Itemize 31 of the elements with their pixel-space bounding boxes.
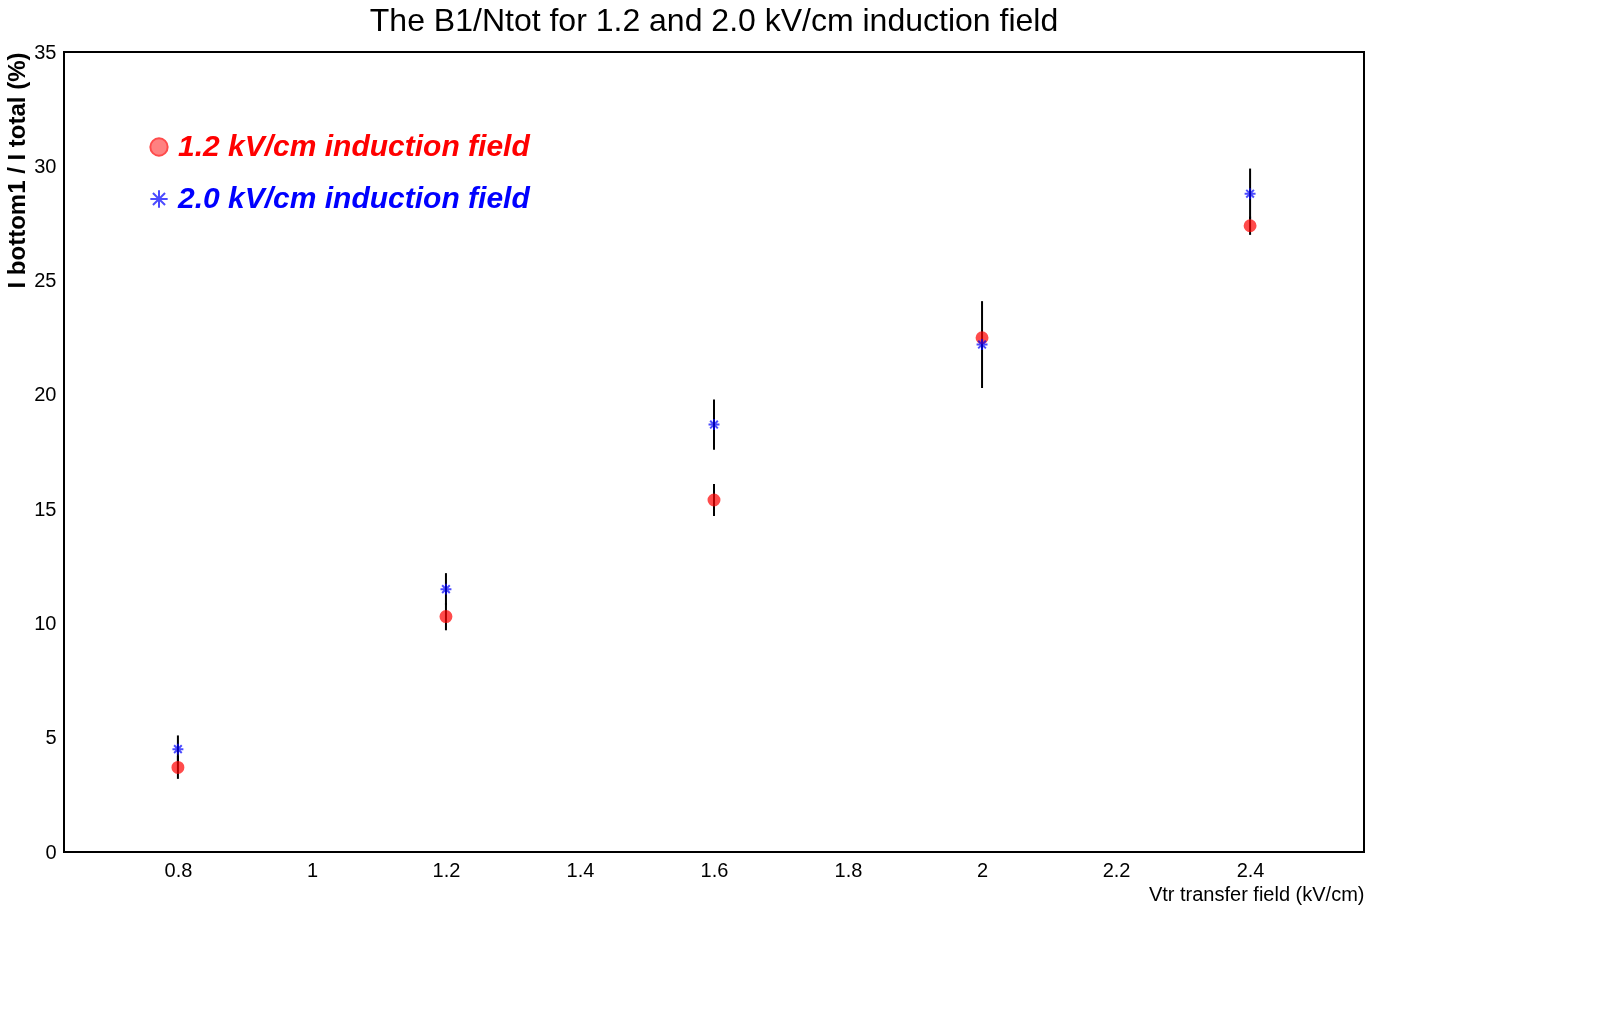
y-tick-label: 20 — [34, 383, 57, 406]
legend-label: 2.0 kV/cm induction field — [177, 181, 531, 214]
x-tick-label: 0.8 — [164, 858, 193, 881]
chart-title: The B1/Ntot for 1.2 and 2.0 kV/cm induction field — [369, 2, 1059, 38]
y-tick-label: 0 — [45, 840, 57, 863]
legend-label: 1.2 kV/cm induction field — [178, 129, 531, 162]
point — [439, 582, 453, 596]
y-tick-label: 15 — [34, 497, 57, 520]
point — [707, 493, 721, 507]
y-tick-label: 30 — [34, 154, 57, 177]
point — [1243, 219, 1257, 233]
x-axis-title: Vtr transfer field (kV/cm) — [1148, 882, 1365, 905]
y-tick-label: 5 — [45, 726, 57, 749]
point — [975, 338, 989, 352]
point — [707, 418, 721, 432]
point — [171, 742, 185, 756]
x-tick-label: 1 — [306, 858, 318, 881]
point — [439, 610, 453, 624]
y-tick-label: 10 — [34, 611, 57, 634]
point — [1243, 187, 1257, 201]
x-tick-label: 2.4 — [1236, 858, 1265, 881]
y-tick-label: 35 — [34, 40, 57, 63]
x-tick-label: 2.2 — [1102, 858, 1131, 881]
y-axis-title: I bottom1 / I total (%) — [3, 52, 31, 289]
x-tick-label: 1.8 — [834, 858, 863, 881]
x-tick-label: 2 — [976, 858, 989, 881]
x-tick-label: 1.6 — [700, 858, 729, 881]
x-tick-label: 1.4 — [566, 858, 595, 881]
y-tick-label: 25 — [34, 269, 57, 292]
x-tick-label: 1.2 — [432, 858, 461, 881]
point — [171, 760, 185, 774]
